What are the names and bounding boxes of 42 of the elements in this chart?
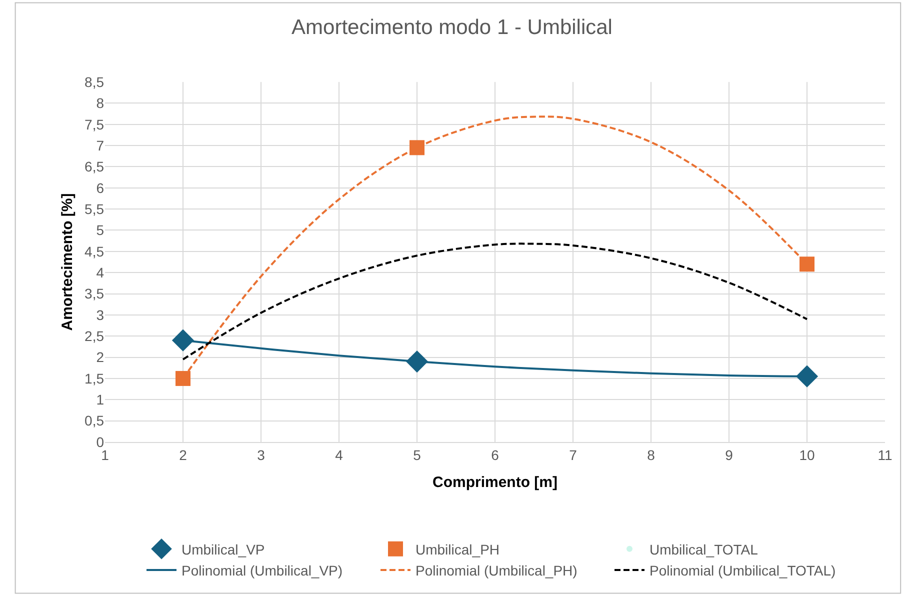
y-tick-label: 6,5 (84, 158, 104, 175)
x-tick-label: 11 (878, 446, 892, 463)
y-tick-label: 3 (96, 306, 104, 323)
chart-title: Amortecimento modo 1 - Umbilical (292, 16, 612, 40)
y-tick-label: 7,5 (84, 116, 104, 132)
y-tick-label: 4 (96, 264, 104, 280)
point (172, 329, 194, 352)
y-tick-label: 4,5 (84, 243, 104, 260)
legend-label: Polinomial (Umbilical_PH) (416, 562, 578, 579)
point (796, 365, 818, 388)
y-tick-label: 5,5 (84, 200, 104, 217)
y-tick-label: 3,5 (84, 286, 104, 302)
y-tick-label: 7 (96, 137, 104, 154)
y-tick-label: 1,5 (84, 370, 104, 386)
y-tick-label: 6 (96, 180, 104, 196)
x-axis-title: Comprimento [m] (432, 474, 558, 491)
y-tick-label: 0,5 (84, 412, 104, 429)
x-tick-label: 7 (569, 446, 578, 463)
legend-label: Polinomial (Umbilical_VP) (182, 562, 343, 579)
y-tick-label: 8,5 (84, 74, 104, 90)
legend-label: Umbilical_VP (182, 541, 265, 558)
x-tick-label: 10 (799, 446, 815, 463)
x-tick-label: 8 (647, 446, 656, 463)
y-tick-label: 1 (96, 392, 104, 408)
point (176, 370, 190, 386)
y-tick-label: 8 (96, 95, 104, 112)
x-tick-label: 6 (491, 446, 500, 463)
y-tick-label: 0 (96, 434, 104, 450)
line-series (182, 242, 808, 360)
x-tick-label: 5 (413, 446, 422, 463)
y-tick-label: 2,5 (84, 328, 104, 344)
legend-label: Polinomial (Umbilical_TOTAL) (650, 562, 836, 579)
legend-label: Umbilical_TOTAL (650, 541, 758, 558)
y-tick-label: 5 (96, 222, 104, 238)
x-tick-label: 3 (257, 446, 266, 463)
y-tick-label: 2 (96, 349, 104, 366)
legend-label: Umbilical_PH (416, 541, 500, 558)
y-axis-title: Amortecimento [%] (58, 193, 76, 331)
point (800, 256, 814, 272)
x-tick-label: 4 (335, 446, 344, 463)
x-tick-label: 2 (179, 446, 188, 463)
x-tick-label: 9 (725, 446, 734, 463)
